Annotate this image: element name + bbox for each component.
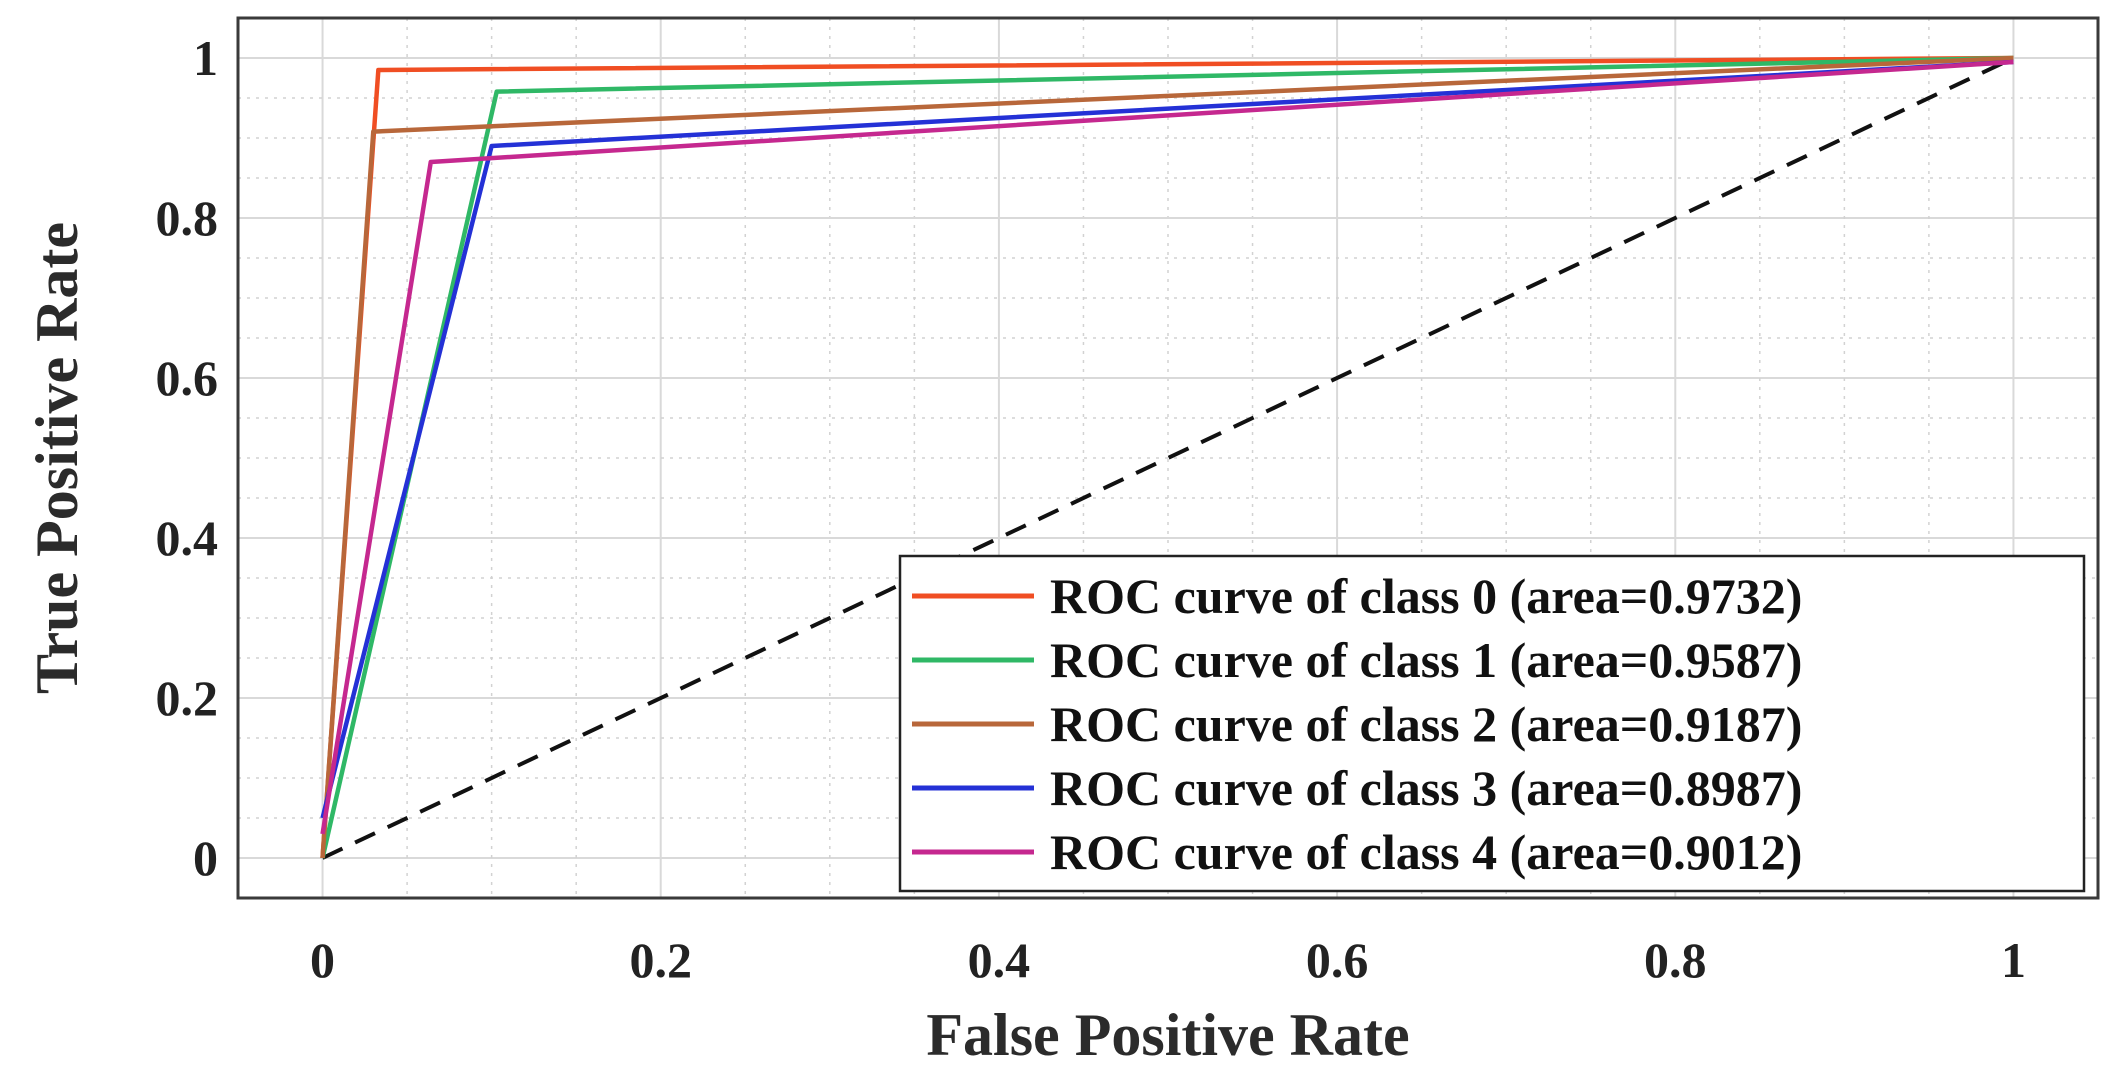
legend-label-class-0: ROC curve of class 0 (area=0.9732) <box>1050 568 1802 624</box>
series-layer <box>320 55 2014 859</box>
y-tick-label: 0.2 <box>156 670 219 726</box>
y-tick-label: 0.6 <box>156 350 219 406</box>
y-tick-labels: 0 0.2 0.4 0.6 0.8 1 <box>156 30 219 886</box>
roc-curve-class-1 <box>320 55 2014 859</box>
plot-frame <box>236 16 2100 900</box>
x-tick-labels: 0 0.2 0.4 0.6 0.8 1 <box>310 932 2026 988</box>
legend-box <box>898 554 2086 893</box>
legend-label-class-3: ROC curve of class 3 (area=0.8987) <box>1050 760 1802 816</box>
roc-curve-class-4 <box>320 59 2014 835</box>
roc-curve-class-2 <box>320 55 2014 859</box>
reference-layer <box>321 56 2015 860</box>
roc-curve-class-3 <box>320 59 2014 819</box>
x-tick-label: 0.6 <box>1306 932 1369 988</box>
x-tick-label: 0.8 <box>1644 932 1707 988</box>
y-axis-title: True Positive Rate <box>24 222 90 694</box>
chance-reference-line <box>321 56 2015 860</box>
x-tick-label: 0.4 <box>968 932 1031 988</box>
y-tick-label: 0.4 <box>156 510 219 566</box>
legend: ROC curve of class 0 (area=0.9732) ROC cu… <box>898 554 2086 893</box>
x-tick-label: 0.2 <box>629 932 692 988</box>
legend-label-class-2: ROC curve of class 2 (area=0.9187) <box>1050 696 1802 752</box>
legend-items: ROC curve of class 0 (area=0.9732) ROC cu… <box>912 568 1802 880</box>
legend-label-class-1: ROC curve of class 1 (area=0.9587) <box>1050 632 1802 688</box>
x-axis-title: False Positive Rate <box>926 1002 1409 1068</box>
legend-label-class-4: ROC curve of class 4 (area=0.9012) <box>1050 824 1802 880</box>
x-tick-label: 1 <box>2001 932 2026 988</box>
x-tick-label: 0 <box>310 932 335 988</box>
y-tick-label: 0.8 <box>156 190 219 246</box>
y-tick-label: 1 <box>193 30 218 86</box>
y-tick-label: 0 <box>193 830 218 886</box>
